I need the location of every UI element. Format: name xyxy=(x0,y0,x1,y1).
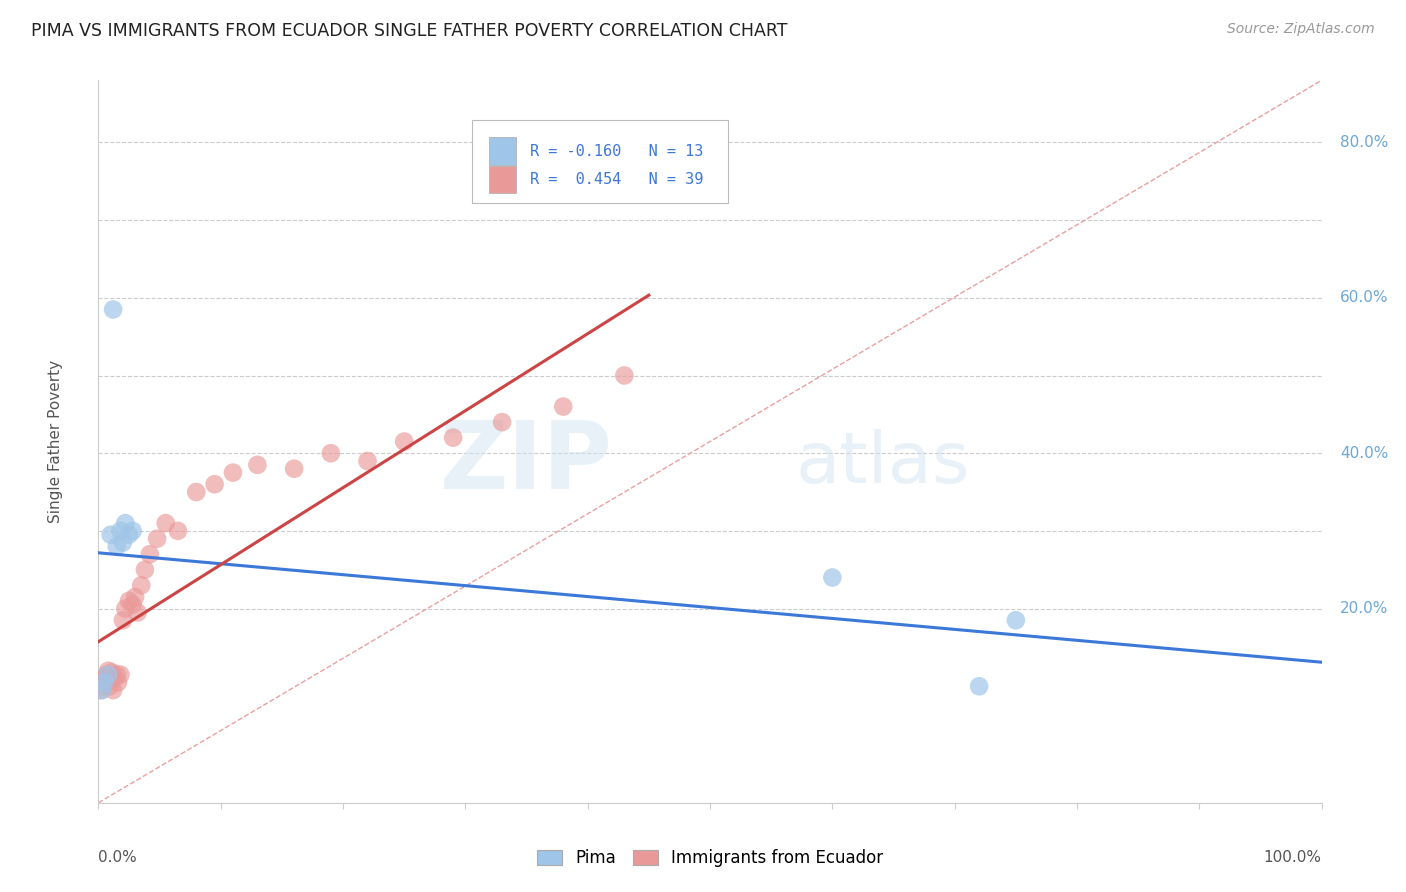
Point xyxy=(94,675,117,690)
Point xyxy=(97,664,120,678)
Point xyxy=(134,563,156,577)
Legend: Pima, Immigrants from Ecuador: Pima, Immigrants from Ecuador xyxy=(530,843,890,874)
Point xyxy=(186,485,208,500)
Point xyxy=(553,400,575,414)
Point xyxy=(121,598,143,612)
Text: 40.0%: 40.0% xyxy=(1340,446,1388,460)
Point xyxy=(100,672,122,686)
Point xyxy=(105,540,128,554)
Point xyxy=(118,594,141,608)
Point xyxy=(222,466,245,480)
Point xyxy=(204,477,226,491)
Text: 20.0%: 20.0% xyxy=(1340,601,1388,616)
Point xyxy=(118,528,141,542)
Point xyxy=(111,613,134,627)
Point xyxy=(107,675,129,690)
Point xyxy=(110,524,132,538)
Text: 60.0%: 60.0% xyxy=(1340,290,1389,305)
Point xyxy=(101,665,124,680)
Point xyxy=(246,458,269,472)
Point xyxy=(441,431,464,445)
Point xyxy=(392,434,416,449)
Point xyxy=(129,578,152,592)
Point xyxy=(105,667,128,681)
Point xyxy=(967,679,990,693)
FancyBboxPatch shape xyxy=(471,120,728,203)
Text: Single Father Poverty: Single Father Poverty xyxy=(48,360,63,523)
Point xyxy=(121,524,143,538)
Point xyxy=(100,528,122,542)
Point xyxy=(283,461,305,475)
Point xyxy=(101,683,124,698)
Text: ZIP: ZIP xyxy=(439,417,612,509)
Point xyxy=(96,667,118,681)
Point xyxy=(613,368,636,383)
FancyBboxPatch shape xyxy=(489,137,516,165)
Point xyxy=(91,675,114,690)
FancyBboxPatch shape xyxy=(489,166,516,193)
Point xyxy=(91,679,114,693)
Point xyxy=(93,672,115,686)
Point xyxy=(1004,613,1026,627)
Text: 80.0%: 80.0% xyxy=(1340,135,1388,150)
Point xyxy=(155,516,177,530)
Text: R =  0.454   N = 39: R = 0.454 N = 39 xyxy=(530,172,703,186)
Point xyxy=(97,667,120,681)
Point xyxy=(139,547,162,561)
Point xyxy=(319,446,342,460)
Text: PIMA VS IMMIGRANTS FROM ECUADOR SINGLE FATHER POVERTY CORRELATION CHART: PIMA VS IMMIGRANTS FROM ECUADOR SINGLE F… xyxy=(31,22,787,40)
Text: 0.0%: 0.0% xyxy=(98,850,138,864)
Point xyxy=(124,590,146,604)
Point xyxy=(91,683,114,698)
Point xyxy=(356,454,378,468)
Point xyxy=(146,532,169,546)
Point xyxy=(821,570,844,584)
Text: 100.0%: 100.0% xyxy=(1264,850,1322,864)
Point xyxy=(98,679,121,693)
Point xyxy=(103,672,125,686)
Point xyxy=(114,516,136,530)
Point xyxy=(491,415,513,429)
Point xyxy=(167,524,190,538)
Point xyxy=(101,302,124,317)
Point xyxy=(90,683,112,698)
Point xyxy=(93,675,115,690)
Point xyxy=(111,535,134,549)
Text: Source: ZipAtlas.com: Source: ZipAtlas.com xyxy=(1227,22,1375,37)
Point xyxy=(110,667,132,681)
Point xyxy=(114,601,136,615)
Point xyxy=(127,606,149,620)
Text: atlas: atlas xyxy=(796,429,970,498)
Text: R = -0.160   N = 13: R = -0.160 N = 13 xyxy=(530,144,703,159)
